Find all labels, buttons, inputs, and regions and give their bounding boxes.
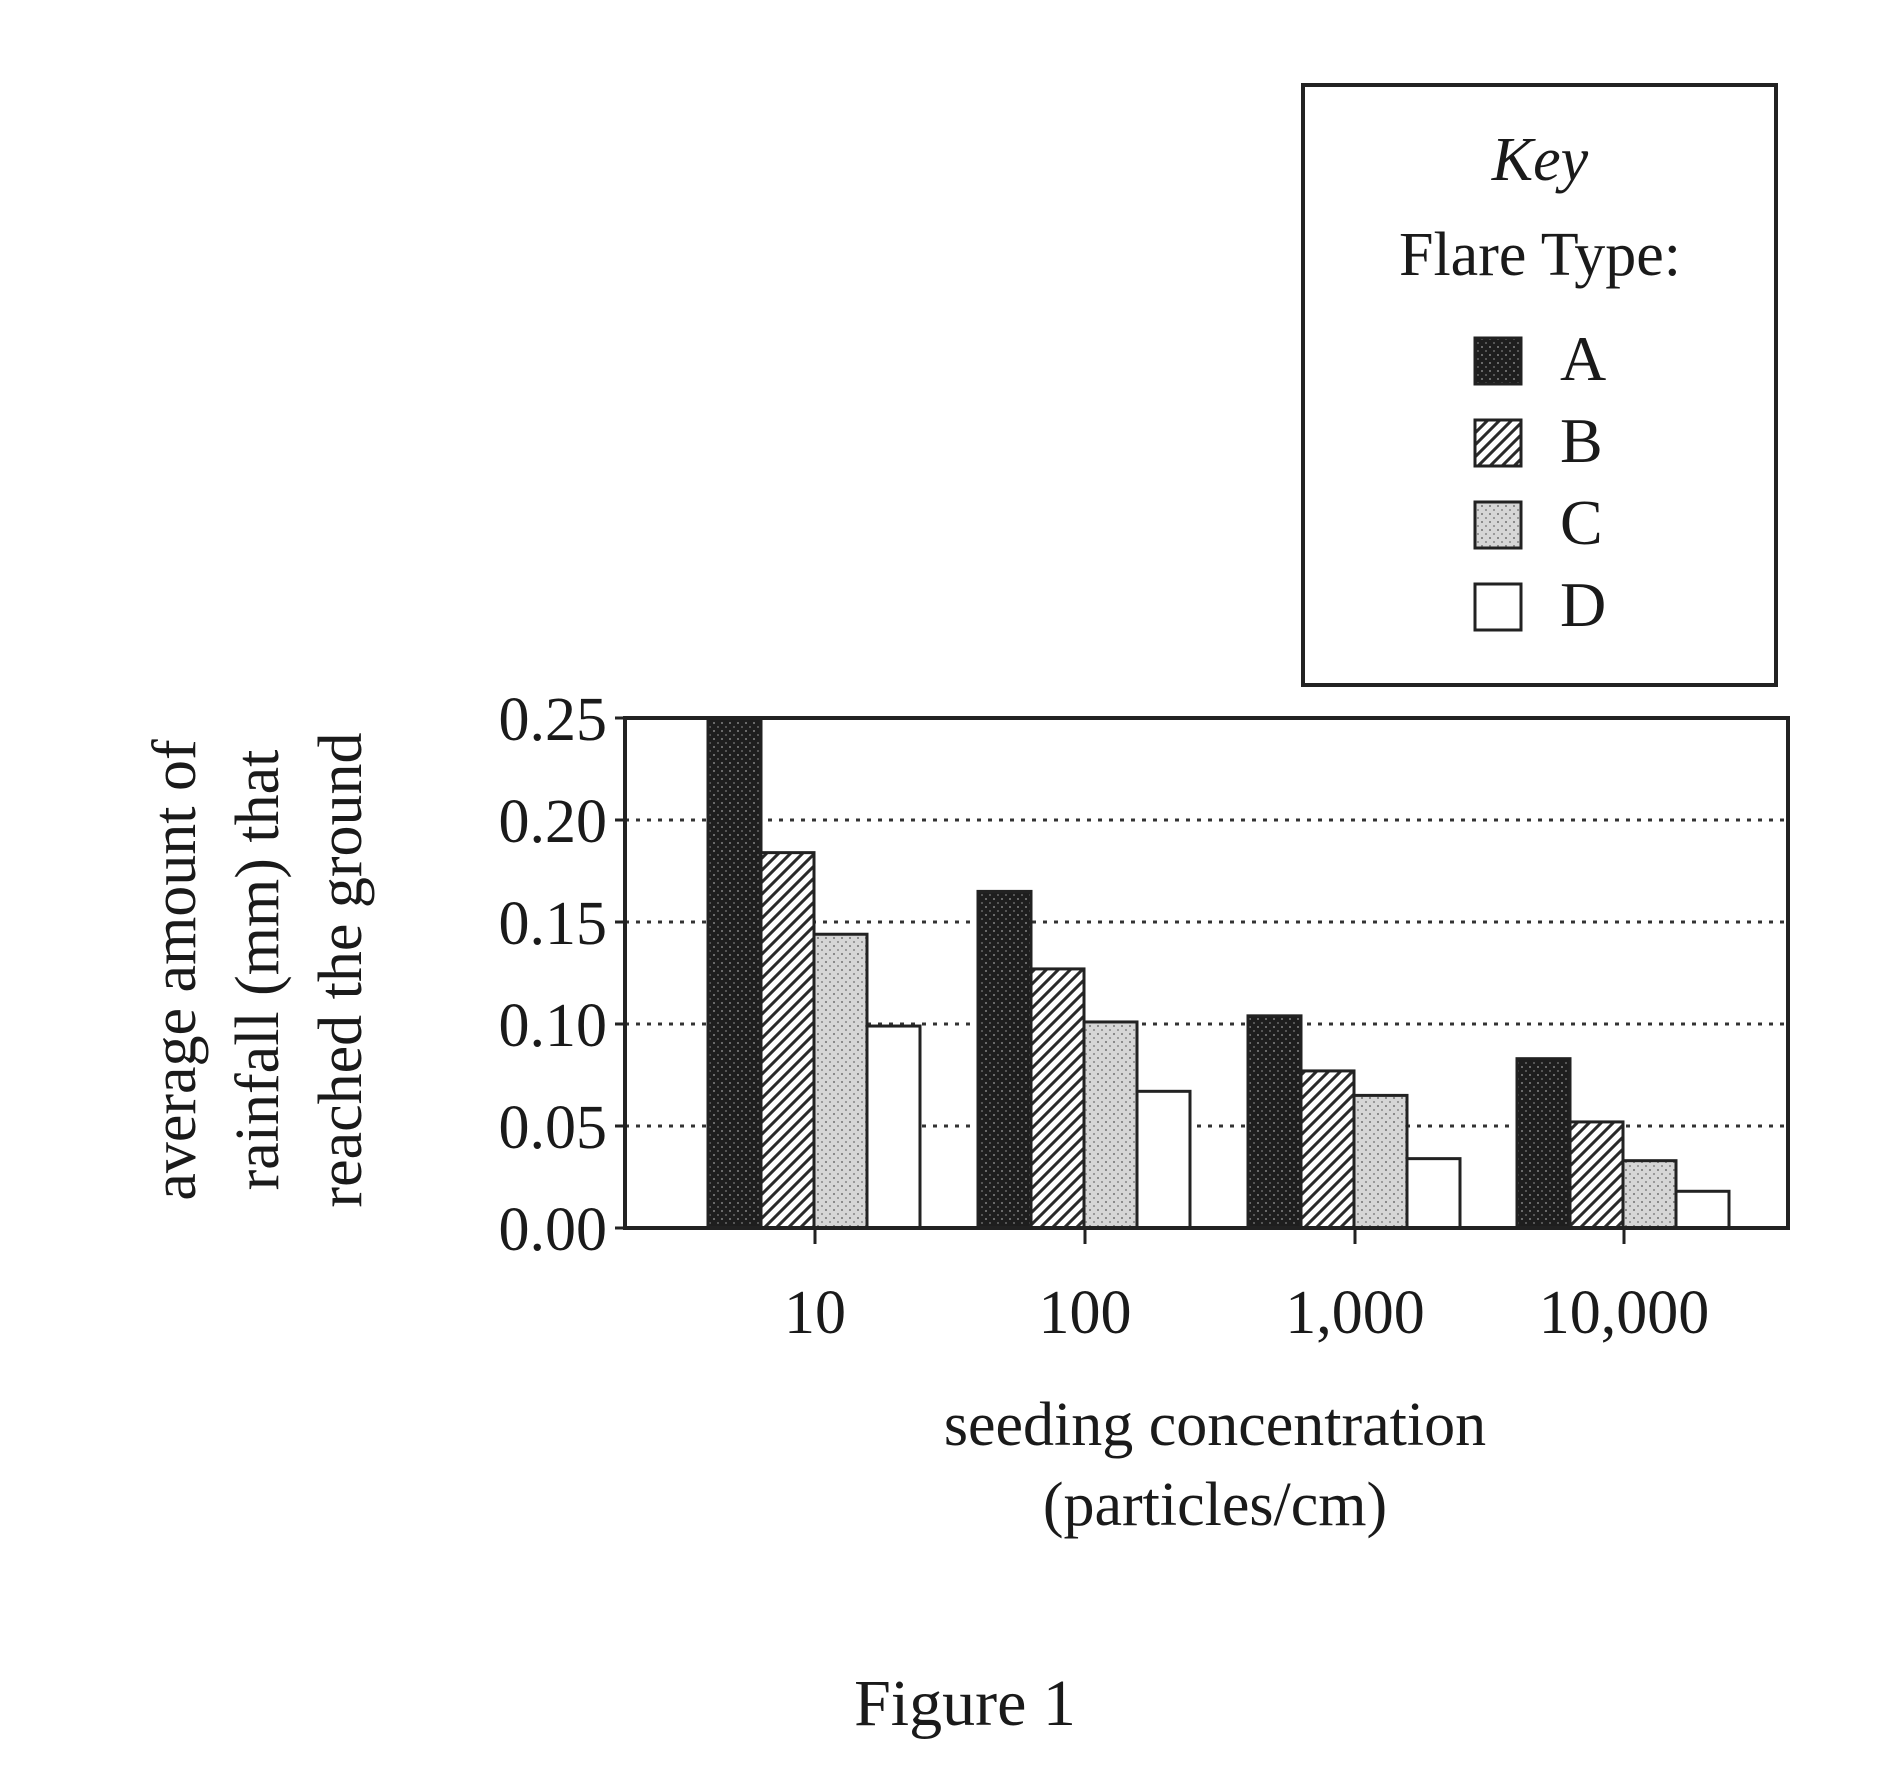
bar-c-2: [1352, 1093, 1409, 1230]
legend-swatch-d: [1473, 582, 1523, 632]
legend-label-a: A: [1560, 323, 1606, 394]
legend-swatch-a: [1473, 336, 1523, 386]
legend-swatch-b: [1473, 418, 1523, 468]
legend-swatch-c: [1473, 500, 1523, 550]
legend-label-d: D: [1560, 569, 1606, 640]
y-axis-title: average amount of rainfall (mm) that rea…: [141, 732, 375, 1207]
y-axis-title-line-3: reached the ground: [307, 732, 375, 1207]
bar-d-0: [865, 1024, 922, 1230]
y-tick-label: 0.05: [499, 1094, 608, 1162]
y-tick-label: 0.25: [499, 686, 608, 754]
bar-a-2: [1246, 1014, 1303, 1230]
bar-b-1: [1029, 967, 1086, 1230]
bar-d-3: [1674, 1189, 1731, 1230]
y-axis-title-line-2: rainfall (mm) that: [224, 750, 292, 1191]
figure-caption: Figure 1: [854, 1667, 1076, 1740]
bar-c-1: [1082, 1020, 1139, 1230]
plot-frame: [623, 716, 1790, 1230]
bar-c-3: [1621, 1159, 1678, 1230]
y-tick-label: 0.15: [499, 890, 608, 958]
legend-label-b: B: [1560, 405, 1603, 476]
x-tick-label: 100: [1039, 1279, 1132, 1347]
bar-b-3: [1568, 1120, 1625, 1230]
x-tick-label: 10,000: [1539, 1279, 1710, 1347]
x-axis-title-line-2: (particles/cm): [1043, 1471, 1387, 1539]
bar-d-1: [1135, 1089, 1192, 1230]
y-tick-label: 0.20: [499, 788, 608, 856]
legend-title: Key: [1491, 126, 1589, 194]
y-tick-label: 0.00: [499, 1196, 608, 1264]
x-tick-label: 10: [784, 1279, 846, 1347]
bar-b-2: [1299, 1069, 1356, 1230]
legend-frame: [1301, 83, 1778, 687]
legend-subtitle: Flare Type:: [1399, 221, 1681, 289]
x-tick-label: 1,000: [1285, 1279, 1425, 1347]
bar-a-0: [706, 716, 763, 1230]
y-tick-label: 0.10: [499, 992, 608, 1060]
y-axis-title-line-1: average amount of: [141, 739, 209, 1201]
bar-a-3: [1515, 1057, 1572, 1230]
bar-d-2: [1405, 1157, 1462, 1230]
bar-a-1: [976, 889, 1033, 1230]
legend-label-c: C: [1560, 487, 1603, 558]
x-axis-title-line-1: seeding concentration: [944, 1391, 1486, 1459]
bar-c-0: [812, 932, 869, 1230]
bar-b-0: [759, 851, 816, 1230]
